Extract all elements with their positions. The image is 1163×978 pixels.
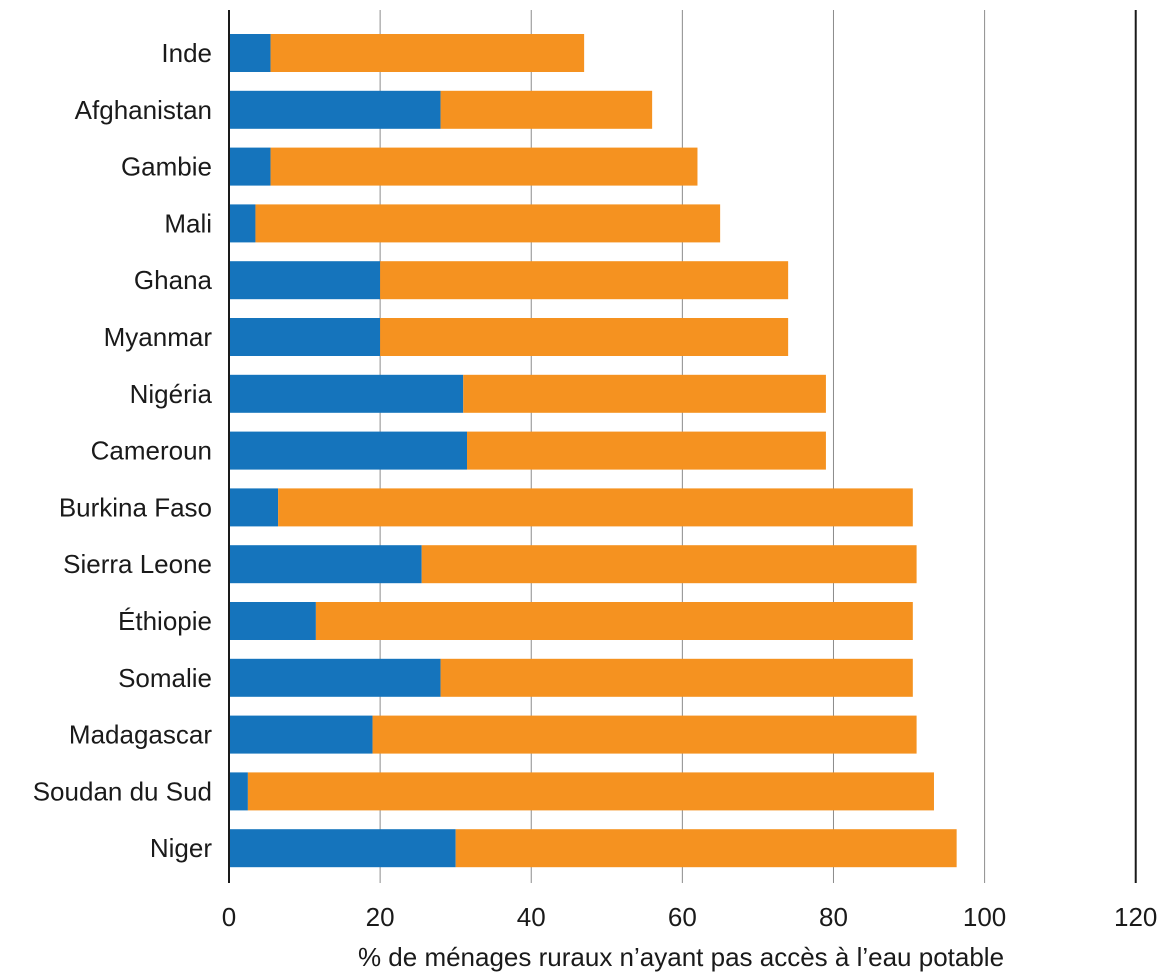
bar-segment-2 (467, 432, 826, 470)
x-tick-label: 20 (366, 902, 395, 932)
bar-segment-1 (229, 91, 441, 129)
x-axis-title: % de ménages ruraux n’ayant pas accès à … (358, 942, 1004, 972)
category-label: Cameroun (91, 436, 212, 466)
x-tick-label: 120 (1114, 902, 1157, 932)
category-labels: Inde Afghanistan Gambie Mali Ghana Myanmar Nig… (33, 38, 213, 863)
bar-segment-1 (229, 488, 278, 526)
bar-segment-2 (271, 34, 585, 72)
bar-segment-1 (229, 602, 316, 640)
category-label: Burkina Faso (59, 492, 212, 522)
bar-segment-1 (229, 545, 422, 583)
category-label: Mali (164, 208, 212, 238)
bar-segment-1 (229, 659, 441, 697)
category-label: Myanmar (104, 322, 213, 352)
bar-segment-2 (441, 659, 913, 697)
bar-segment-1 (229, 829, 456, 867)
bar-segment-2 (422, 545, 917, 583)
bar-segment-2 (373, 716, 917, 754)
x-tick-label: 80 (819, 902, 848, 932)
category-label: Inde (161, 38, 212, 68)
bar-segment-1 (229, 261, 380, 299)
bar-segment-1 (229, 148, 271, 186)
bar-segment-2 (380, 261, 788, 299)
bar-segment-1 (229, 772, 248, 810)
bar-segment-2 (456, 829, 957, 867)
x-tick-label: 60 (668, 902, 697, 932)
x-tick-label: 40 (517, 902, 546, 932)
category-label: Gambie (121, 152, 212, 182)
category-label: Somalie (118, 663, 212, 693)
bar-segment-1 (229, 204, 255, 242)
bar-segment-2 (271, 148, 698, 186)
bar-segment-2 (316, 602, 913, 640)
bar-segment-2 (278, 488, 913, 526)
bar-segment-2 (441, 91, 653, 129)
x-tick-label: 100 (963, 902, 1006, 932)
category-label: Madagascar (69, 720, 212, 750)
bar-segment-2 (463, 375, 826, 413)
category-label: Nigéria (130, 379, 213, 409)
bar-segment-1 (229, 318, 380, 356)
bar-segment-2 (255, 204, 720, 242)
category-label: Ghana (134, 265, 213, 295)
x-tick-labels: 0 20 40 60 80 100 120 (222, 902, 1158, 932)
bar-segment-1 (229, 34, 271, 72)
bar-segment-2 (380, 318, 788, 356)
x-tick-label: 0 (222, 902, 236, 932)
category-label: Éthiopie (118, 606, 212, 636)
category-label: Sierra Leone (63, 549, 212, 579)
bar-segment-1 (229, 375, 463, 413)
category-label: Niger (150, 833, 212, 863)
bar-segment-2 (248, 772, 934, 810)
bar-segment-1 (229, 432, 467, 470)
category-label: Afghanistan (75, 95, 212, 125)
category-label: Soudan du Sud (33, 776, 212, 806)
bar-segment-1 (229, 716, 373, 754)
bars (229, 34, 957, 867)
